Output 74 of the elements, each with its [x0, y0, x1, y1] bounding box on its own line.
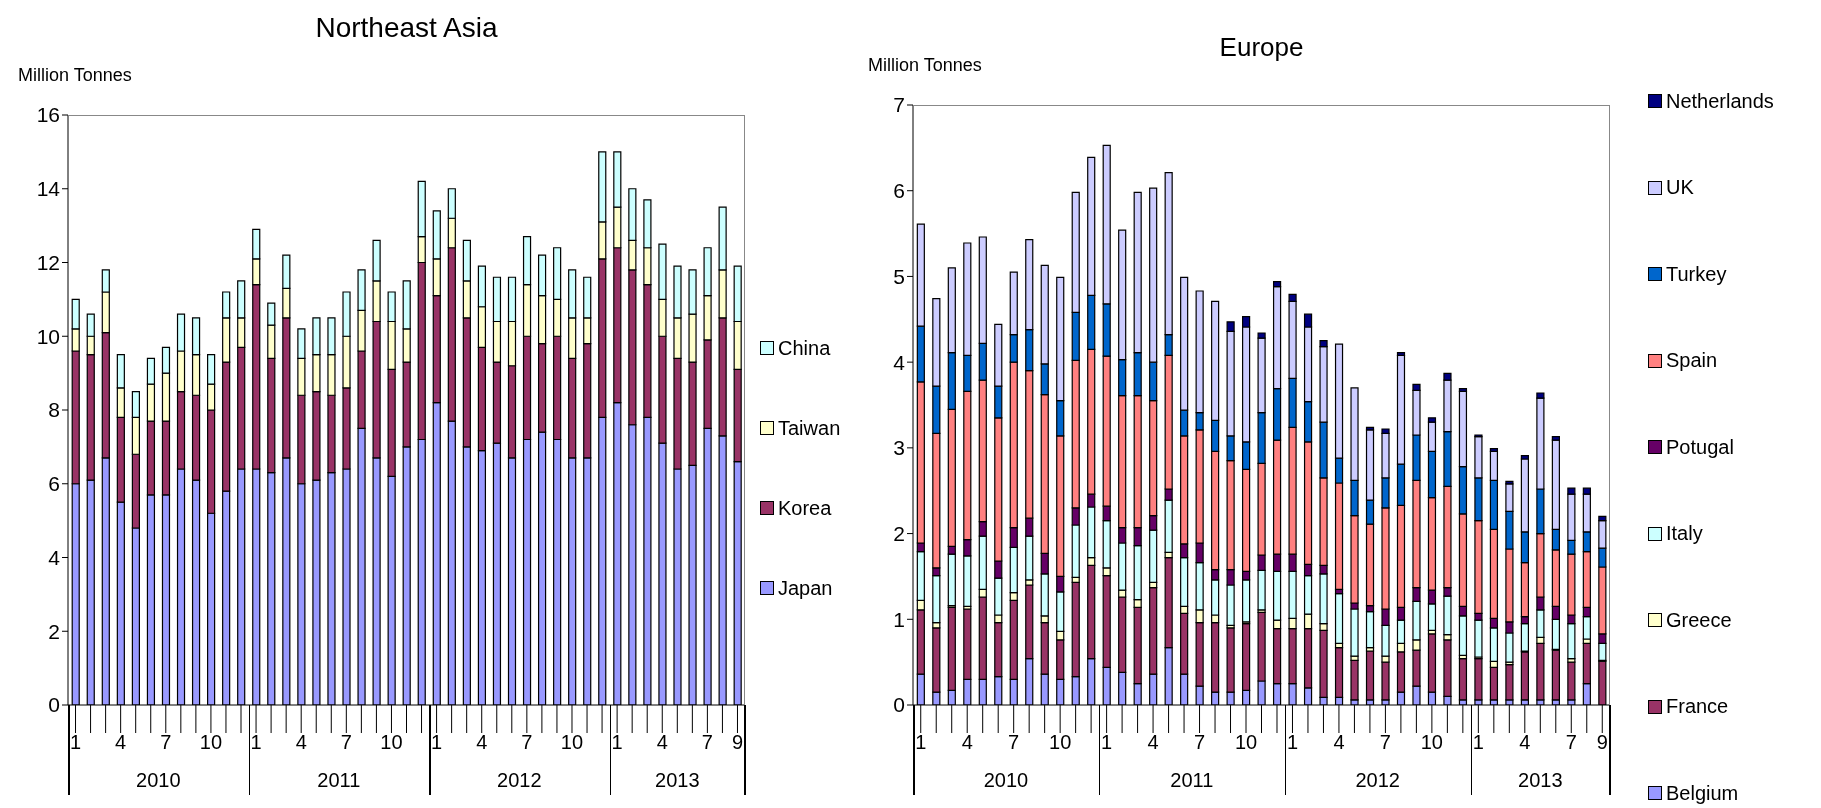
- y-tick-label: 12: [36, 250, 60, 274]
- x-tick-label: 1: [611, 731, 623, 754]
- x-tick-label: 9: [1596, 731, 1608, 754]
- y-tick-label: 0: [48, 693, 60, 717]
- y-axis-title: Million Tonnes: [18, 65, 132, 86]
- text: 2010: [982, 769, 1030, 792]
- legend-label: Greece: [1666, 608, 1732, 632]
- x-tick-label: 10: [1234, 731, 1258, 754]
- y-tick-label: 7: [893, 93, 905, 117]
- x-tick-label: 1: [250, 731, 262, 754]
- legend-label: China: [778, 336, 831, 360]
- x-tick-label: 7: [1565, 731, 1577, 754]
- y-tick-label: 8: [48, 398, 60, 422]
- x-tick-label: 4: [476, 731, 488, 754]
- x-tick-label: 7: [1379, 731, 1391, 754]
- x-tick-label: 4: [1147, 731, 1159, 754]
- legend-label: Korea: [778, 496, 832, 520]
- y-tick-label: 2: [48, 619, 60, 643]
- x-tick-label: 1: [431, 731, 443, 754]
- y-tick-label: 0: [893, 693, 905, 717]
- text: 2011: [1169, 769, 1215, 792]
- x-tick-label: 10: [199, 731, 223, 754]
- x-tick-label: 7: [1193, 731, 1206, 754]
- x-tick-label: 4: [961, 731, 973, 754]
- legend-label: Netherlands: [1666, 89, 1774, 113]
- legend-label: Italy: [1666, 522, 1703, 546]
- x-tick-label: 1: [1286, 731, 1299, 754]
- y-tick-label: 1: [893, 607, 905, 631]
- x-tick-label: 7: [1008, 731, 1020, 754]
- y-tick-label: 5: [893, 264, 905, 288]
- x-tick-label: 1: [69, 731, 82, 754]
- x-tick-label: 4: [295, 731, 307, 754]
- legend-label: Taiwan: [778, 416, 841, 440]
- x-tick-label: 4: [115, 731, 127, 754]
- x-tick-label: 7: [160, 731, 172, 754]
- x-tick-label: 7: [701, 731, 713, 754]
- legend-label: Japan: [778, 576, 833, 600]
- x-tick-label: 1: [1472, 731, 1484, 754]
- x-tick-label: 4: [1519, 731, 1531, 754]
- y-tick-label: 10: [36, 324, 60, 348]
- legend-label: Turkey: [1666, 262, 1727, 286]
- x-tick-label: 10: [1049, 731, 1072, 754]
- text: 2013: [654, 769, 701, 792]
- y-tick-label: 2: [893, 522, 905, 546]
- x-tick-label: 1: [1101, 731, 1113, 754]
- y-tick-label: 3: [893, 436, 905, 460]
- y-tick-label: 16: [36, 103, 60, 127]
- y-axis-title: Million Tonnes: [868, 55, 982, 76]
- x-tick-label: 10: [560, 731, 584, 754]
- x-tick-label: 7: [521, 731, 533, 754]
- legend-label: Potugal: [1666, 435, 1734, 459]
- y-tick-label: 6: [893, 179, 905, 203]
- x-tick-label: 4: [1333, 731, 1345, 754]
- text: 2010: [135, 769, 182, 792]
- chart-title: Northeast Asia: [314, 12, 499, 44]
- legend-label: Belgium: [1666, 781, 1739, 805]
- legend-label: Spain: [1666, 349, 1718, 373]
- y-tick-label: 4: [48, 545, 61, 569]
- legend-label: UK: [1666, 176, 1694, 200]
- y-tick-label: 4: [893, 350, 906, 374]
- x-tick-label: 10: [380, 731, 403, 754]
- y-tick-label: 6: [48, 472, 60, 496]
- x-tick-label: 7: [340, 731, 352, 754]
- x-tick-label: 10: [1420, 731, 1443, 754]
- legend-label: France: [1666, 695, 1729, 719]
- chart-title: Europe: [1219, 32, 1304, 62]
- text: 2013: [1517, 769, 1564, 792]
- text: 2012: [496, 769, 543, 792]
- x-tick-label: 4: [656, 731, 668, 754]
- y-tick-label: 14: [36, 177, 61, 201]
- text: 2011: [316, 769, 362, 792]
- x-tick-label: 1: [915, 731, 927, 754]
- text: 2012: [1354, 769, 1401, 792]
- x-tick-label: 9: [731, 731, 744, 754]
